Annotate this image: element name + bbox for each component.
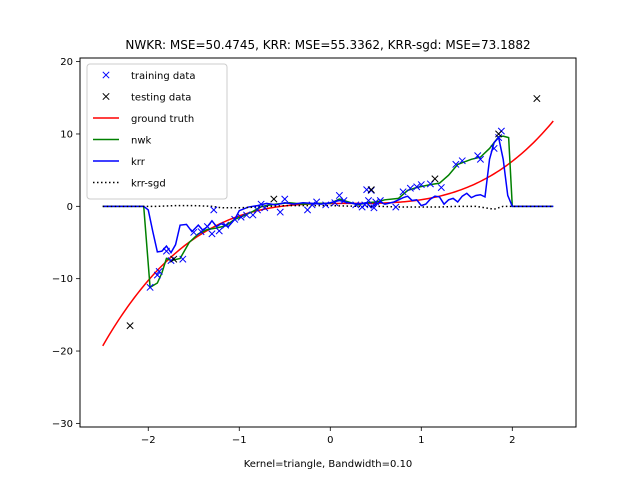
training-point-11: [215, 227, 223, 235]
legend: training data testing data ground truth nwk…: [86, 63, 228, 200]
training-point-9: [208, 230, 216, 238]
training-point-24: [313, 198, 321, 206]
training-point-5: [179, 255, 187, 263]
training-point-33: [364, 196, 373, 205]
legend-label-krr: krr: [131, 157, 146, 168]
training-point-38: [392, 203, 400, 211]
training-point-29: [352, 201, 360, 209]
x-tick-label: 0: [327, 435, 333, 446]
training-point-25: [322, 201, 330, 209]
series-line-krr: [102, 135, 554, 255]
training-point-20: [276, 208, 284, 216]
testing-point-6: [533, 94, 541, 103]
training-point-0: [146, 283, 154, 291]
training-point-23: [308, 201, 316, 209]
training-point-2: [155, 267, 163, 275]
training-point-1: [153, 271, 161, 279]
y-tick-label: −10: [52, 274, 73, 285]
testing-point-1: [170, 255, 178, 263]
legend-label-krr-sgd: krr-sgd: [131, 178, 166, 189]
x-tick-label: 2: [509, 435, 515, 446]
x-tick-label: −2: [141, 435, 156, 446]
y-tick-label: 10: [60, 129, 73, 140]
training-point-40: [406, 184, 414, 192]
x-tick-label: 1: [418, 435, 424, 446]
training-point-10: [210, 206, 218, 214]
plot-area: [102, 94, 554, 347]
testing-point-3: [367, 186, 375, 194]
training-point-13: [231, 215, 239, 223]
training-point-35: [370, 204, 378, 212]
training-point-45: [452, 160, 460, 168]
training-point-49: [490, 144, 498, 152]
legend-label-training-data: training data: [131, 71, 195, 82]
y-tick-label: −20: [52, 347, 73, 358]
testing-point-2: [270, 195, 278, 203]
training-point-37: [376, 196, 384, 205]
y-tick-label: −30: [52, 419, 73, 430]
training-point-17: [253, 206, 262, 214]
training-point-42: [417, 181, 425, 189]
chart-title: NWKR: MSE=50.4745, KRR: MSE=55.3362, KRR…: [125, 38, 530, 52]
training-point-3: [162, 247, 171, 255]
training-point-12: [222, 221, 230, 229]
training-point-14: [237, 213, 245, 221]
training-point-19: [261, 204, 269, 212]
x-axis-label: Kernel=triangle, Bandwidth=0.10: [244, 459, 413, 470]
x-tick-label: −1: [232, 435, 247, 446]
training-point-6: [190, 228, 198, 236]
legend-label-testing-data: testing data: [131, 92, 191, 103]
y-tick-label: 0: [67, 202, 73, 213]
training-point-48: [476, 155, 484, 163]
legend-marker-testing-data: [102, 92, 110, 101]
legend-label-ground-truth: ground truth: [131, 114, 194, 125]
training-point-46: [458, 157, 466, 165]
training-point-28: [340, 196, 348, 205]
testing-point-5: [495, 130, 503, 138]
y-tick-label: 20: [60, 57, 73, 68]
training-point-26: [331, 199, 339, 207]
legend-box: [86, 63, 228, 200]
testing-point-4: [431, 175, 439, 183]
training-point-39: [399, 188, 407, 196]
series-line-krr-sgd: [102, 204, 554, 210]
legend-label-nwk: nwk: [131, 135, 152, 146]
training-point-8: [203, 223, 211, 231]
training-point-36: [372, 198, 380, 206]
plot-frame: [79, 57, 577, 428]
training-point-44: [437, 183, 445, 192]
testing-point-0: [126, 322, 134, 330]
training-point-15: [242, 211, 251, 219]
training-point-47: [474, 152, 482, 160]
training-point-34: [367, 186, 375, 194]
training-point-21: [281, 195, 289, 203]
training-point-7: [197, 228, 205, 236]
legend-marker-training-data: [102, 71, 110, 79]
training-point-41: [413, 183, 421, 191]
